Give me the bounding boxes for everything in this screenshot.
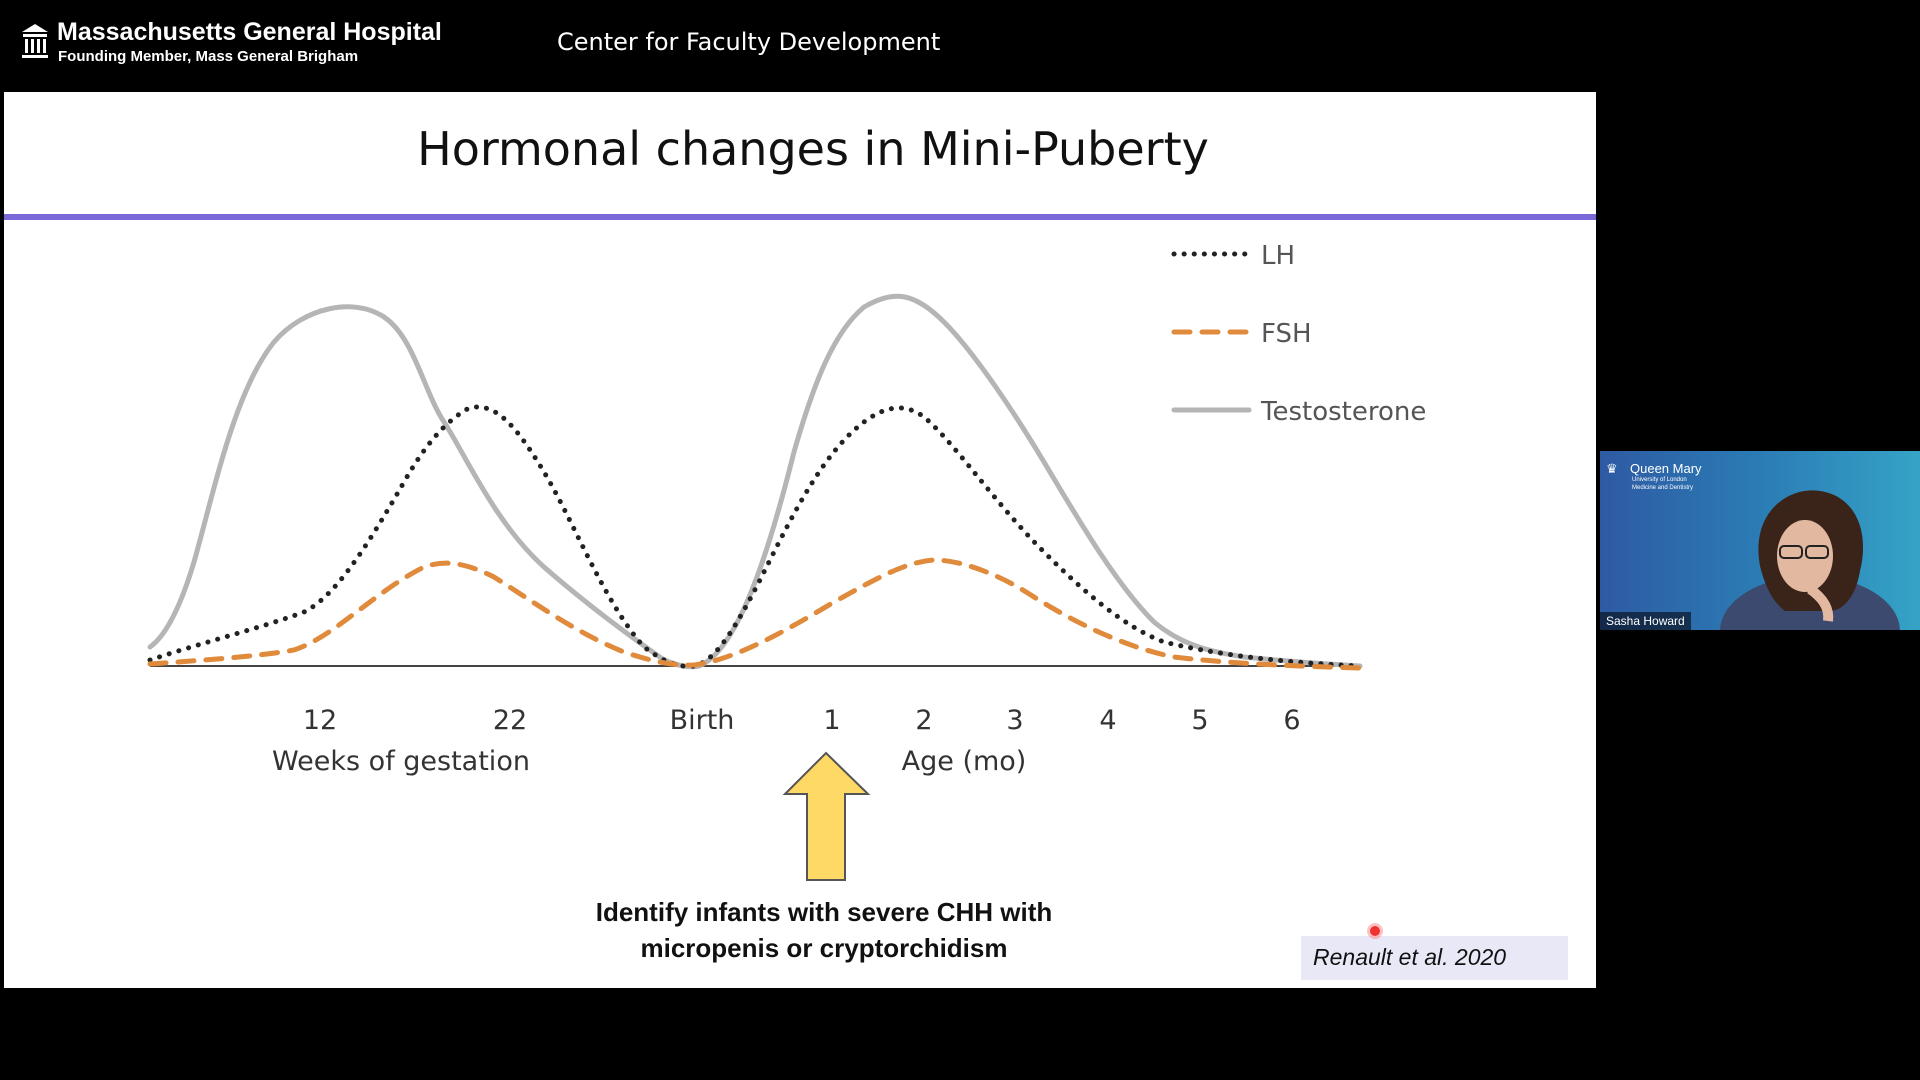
org-line-3: Medicine and Dentistry (1632, 485, 1694, 491)
x-tick-label: 6 (1283, 705, 1300, 736)
caption-line-1: Identify infants with severe CHH with (595, 897, 1053, 927)
meeting-header: Massachusetts General Hospital Founding … (0, 0, 1600, 90)
x-tick-label: 2 (915, 705, 932, 736)
citation-text: Renault et al. 2020 (1313, 944, 1507, 970)
participant-video-tile[interactable]: ♛ Queen Mary University of London Medici… (1600, 451, 1920, 630)
series-lh-line (147, 404, 1363, 669)
center-title: Center for Faculty Development (557, 28, 941, 56)
slide-caption: Identify infants with severe CHH with mi… (564, 894, 1084, 966)
laser-pointer-dot (1370, 926, 1380, 936)
legend-lh-label: LH (1261, 241, 1295, 271)
crown-icon: ♛ (1606, 461, 1618, 476)
hormone-chart: LH FSH Testosterone 12 22 Birth 1 2 3 4 … (147, 241, 1426, 881)
presentation-slide: Hormonal changes in Mini-Puberty LH FSH … (4, 92, 1596, 988)
mgh-building-icon (22, 24, 48, 58)
x-group-label-age: Age (mo) (902, 746, 1027, 777)
org-name: Queen Mary (1630, 461, 1702, 476)
citation-box: Renault et al. 2020 (1301, 936, 1568, 980)
legend-fsh-label: FSH (1261, 319, 1312, 349)
x-tick-label: 12 (303, 705, 337, 736)
x-tick-label: 3 (1006, 705, 1023, 736)
series-fsh-line (147, 557, 1363, 671)
x-tick-label: 22 (493, 705, 527, 736)
participant-name: Sasha Howard (1600, 612, 1691, 630)
x-tick-label: 5 (1191, 705, 1208, 736)
up-arrow-icon (782, 751, 871, 881)
hospital-subtitle: Founding Member, Mass General Brigham (58, 48, 359, 65)
x-axis-ticks: 12 22 Birth 1 2 3 4 5 6 (303, 705, 1301, 736)
org-line-2: University of London (1632, 477, 1687, 483)
legend-testosterone-label: Testosterone (1260, 397, 1426, 427)
title-divider (4, 214, 1596, 220)
x-tick-label: Birth (670, 705, 735, 736)
hospital-name: Massachusetts General Hospital (57, 18, 442, 46)
chart-legend: LH FSH Testosterone (1171, 241, 1426, 427)
x-group-label-gestation: Weeks of gestation (272, 746, 530, 777)
x-tick-label: 4 (1099, 705, 1116, 736)
slide-title: Hormonal changes in Mini-Puberty (417, 122, 1209, 176)
x-axis-group-labels: Weeks of gestation Age (mo) (272, 746, 1026, 777)
participant-avatar (1720, 490, 1900, 630)
x-tick-label: 1 (823, 705, 840, 736)
caption-line-2: micropenis or cryptorchidism (640, 933, 1008, 963)
series-testosterone-line (147, 293, 1363, 670)
